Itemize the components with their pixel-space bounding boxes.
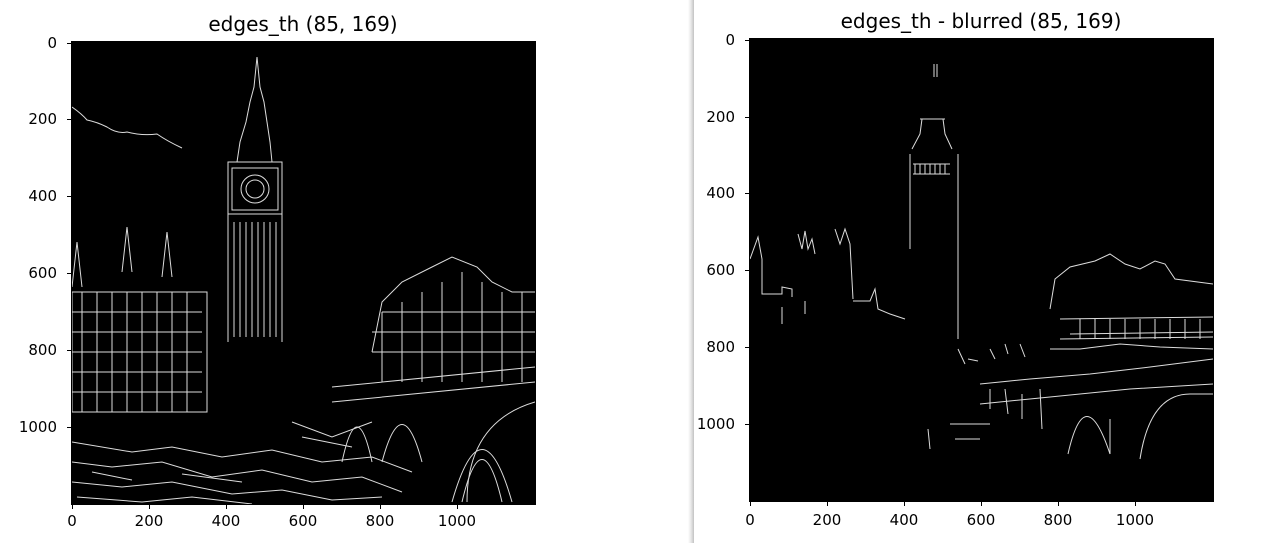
left-x-tick-mark (72, 504, 73, 509)
left-y-tick: 0 (47, 34, 57, 52)
left-x-tick-mark (380, 504, 381, 509)
left-y-tick-mark (67, 350, 72, 351)
left-y-tick-mark (67, 196, 72, 197)
right-x-tick: 800 (1043, 511, 1073, 529)
left-y-tick-mark (67, 427, 72, 428)
left-y-tick: 200 (28, 110, 57, 128)
left-x-tick: 600 (288, 512, 318, 530)
right-x-tick: 600 (966, 511, 996, 529)
right-y-tick: 1000 (696, 415, 735, 433)
left-edge-drawing (72, 56, 535, 504)
right-y-tick: 200 (706, 108, 735, 126)
right-y-tick-mark (745, 193, 750, 194)
right-x-tick-mark (750, 501, 751, 506)
left-edge-image (71, 41, 536, 505)
right-y-tick: 800 (706, 338, 735, 356)
right-y-tick: 600 (706, 261, 735, 279)
left-y-tick-mark (67, 43, 72, 44)
right-y-tick: 400 (706, 184, 735, 202)
left-y-tick: 800 (28, 341, 57, 359)
left-x-tick: 200 (134, 512, 164, 530)
right-x-tick-mark (1135, 501, 1136, 506)
left-x-tick-mark (303, 504, 304, 509)
right-plot-title: edges_th - blurred (85, 169) (840, 9, 1122, 33)
right-x-tick-mark (981, 501, 982, 506)
right-x-tick: 0 (745, 511, 755, 529)
panel-divider (688, 0, 696, 543)
right-y-tick-mark (745, 40, 750, 41)
left-x-tick-mark (226, 504, 227, 509)
left-plot-title: edges_th (85, 169) (208, 12, 398, 36)
right-edge-image (749, 38, 1214, 502)
right-x-tick: 200 (812, 511, 842, 529)
right-x-tick-mark (1058, 501, 1059, 506)
left-y-tick-mark (67, 119, 72, 120)
left-x-tick: 1000 (437, 512, 477, 530)
left-x-tick-mark (149, 504, 150, 509)
right-figure-panel: edges_th - blurred (85, 169) (694, 0, 1276, 543)
right-y-tick-mark (745, 347, 750, 348)
right-y-tick-mark (745, 117, 750, 118)
left-y-tick: 400 (28, 187, 57, 205)
left-x-tick: 0 (67, 512, 77, 530)
left-y-tick-mark (67, 273, 72, 274)
right-edge-drawing (750, 64, 1213, 460)
right-x-tick-mark (904, 501, 905, 506)
right-x-tick-mark (827, 501, 828, 506)
left-x-tick: 800 (365, 512, 395, 530)
left-y-tick: 1000 (18, 418, 57, 436)
left-figure-panel: edges_th (85, 169) (18, 12, 536, 530)
right-x-tick: 1000 (1115, 511, 1155, 529)
left-x-tick-mark (457, 504, 458, 509)
right-y-tick-mark (745, 270, 750, 271)
left-y-tick: 600 (28, 264, 57, 282)
right-x-tick: 400 (889, 511, 919, 529)
right-y-tick-mark (745, 424, 750, 425)
left-x-tick: 400 (211, 512, 241, 530)
right-y-tick: 0 (725, 31, 735, 49)
